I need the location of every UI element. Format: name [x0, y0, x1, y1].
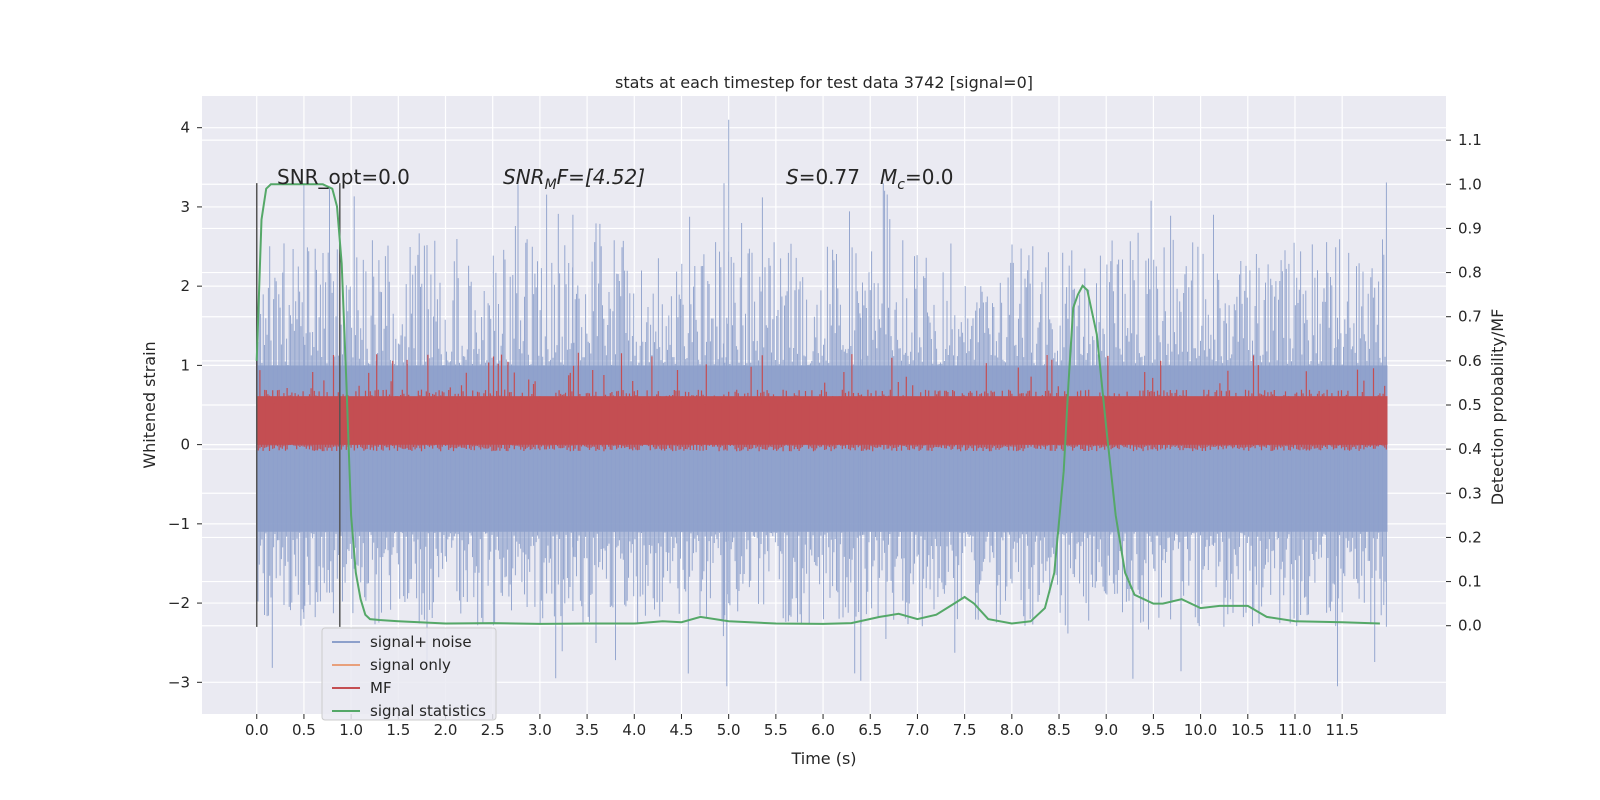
legend-label: signal+ noise: [370, 633, 472, 651]
y-right-tick-label: 0.9: [1458, 219, 1482, 237]
x-tick-label: 3.5: [575, 721, 599, 739]
x-tick-label: 4.0: [622, 721, 646, 739]
x-tick-label: 1.5: [386, 721, 410, 739]
mc-label: M: [880, 165, 897, 189]
x-tick-label: 11.0: [1278, 721, 1311, 739]
mc-sub: c: [897, 177, 905, 193]
x-tick-label: 2.0: [434, 721, 458, 739]
x-tick-label: 0.5: [292, 721, 316, 739]
x-tick-label: 5.0: [717, 721, 741, 739]
y-right-tick-label: 0.2: [1458, 528, 1482, 546]
x-tick-label: 2.5: [481, 721, 505, 739]
x-tick-label: 11.5: [1325, 721, 1358, 739]
y-right-tick-label: 0.5: [1458, 396, 1482, 414]
y-right-tick-label: 0.0: [1458, 617, 1482, 635]
y-tick-label: −1: [168, 515, 190, 533]
legend-label: signal statistics: [370, 702, 486, 720]
chart-title: stats at each timestep for test data 374…: [615, 73, 1033, 92]
series-layer: [255, 119, 1388, 687]
y-tick-label: 1: [180, 356, 190, 374]
x-tick-label: 9.5: [1141, 721, 1165, 739]
y-right-tick-label: 0.7: [1458, 308, 1482, 326]
y-tick-label: 4: [180, 119, 190, 137]
legend-label: signal only: [370, 656, 451, 674]
x-tick-label: 10.0: [1184, 721, 1217, 739]
y-tick-label: 2: [180, 277, 190, 295]
x-tick-label: 9.0: [1094, 721, 1118, 739]
y-tick-label: −2: [168, 594, 190, 612]
s-mc-annotation: S=0.77 Mc=0.0: [786, 165, 954, 193]
snr-mf-suffix: F=[4.52]: [557, 165, 645, 189]
x-tick-label: 8.5: [1047, 721, 1071, 739]
y-tick-label: 3: [180, 198, 190, 216]
y-right-tick-label: 0.8: [1458, 264, 1482, 282]
y-tick-label: 0: [180, 436, 190, 454]
y-right-tick-label: 0.3: [1458, 484, 1482, 502]
x-tick-label: 7.0: [906, 721, 930, 739]
legend: signal+ noise signal only MF signal statist…: [321, 627, 497, 721]
signal-statistics-line: [255, 183, 1380, 625]
legend-box: [321, 627, 497, 721]
snr-mf-prefix: SNR: [503, 165, 545, 189]
y-tick-label: −3: [168, 673, 190, 691]
x-tick-label: 6.5: [858, 721, 882, 739]
y-right-tick-label: 0.4: [1458, 440, 1482, 458]
x-tick-label: 5.5: [764, 721, 788, 739]
y-right-tick-label: 1.1: [1458, 131, 1482, 149]
x-tick-label: 8.0: [1000, 721, 1024, 739]
y-axis-right-label: Detection probability/MF: [1488, 309, 1507, 506]
snr-mf-annotation: SNRMF=[4.52]: [503, 165, 645, 193]
x-tick-label: 7.5: [953, 721, 977, 739]
legend-label: MF: [370, 679, 392, 697]
s-label: S: [786, 165, 799, 189]
x-tick-label: 0.0: [245, 721, 269, 739]
snr-opt-annotation: SNR_opt=0.0: [277, 165, 410, 189]
mc-value: =0.0: [905, 165, 954, 189]
y-right-tick-label: 1.0: [1458, 175, 1482, 193]
x-tick-label: 10.5: [1231, 721, 1264, 739]
x-tick-label: 4.5: [670, 721, 694, 739]
x-tick-label: 1.0: [339, 721, 363, 739]
y-axis-label: Whitened strain: [140, 341, 159, 468]
x-axis-label: Time (s): [790, 749, 856, 768]
x-tick-label: 3.0: [528, 721, 552, 739]
y-right-tick-label: 0.1: [1458, 573, 1482, 591]
s-value: =0.77: [799, 165, 860, 189]
x-tick-label: 6.0: [811, 721, 835, 739]
axes-layer: 0.0 0.5 1.0 1.5 2.0 2.5 3.0 3.5 4.0 4.5 5.0 5.5 6.0 6…: [168, 119, 1482, 739]
y-right-tick-label: 0.6: [1458, 352, 1482, 370]
snr-mf-sub: M: [545, 177, 557, 193]
